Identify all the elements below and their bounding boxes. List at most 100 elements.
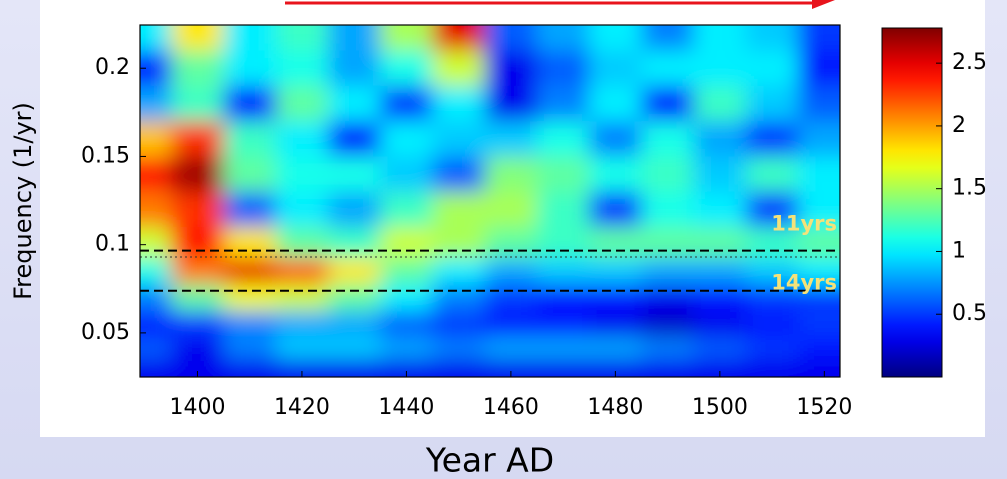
heat-cell <box>589 121 642 157</box>
heat-cell <box>171 257 225 285</box>
heat-cell <box>589 85 642 122</box>
heat-cell <box>537 156 590 193</box>
heat-cell <box>223 156 277 193</box>
heat-cell <box>693 257 747 285</box>
colorbar-tick-label: 2.5 <box>952 50 987 75</box>
heat-cell <box>641 337 695 360</box>
y-tick-label: 0.05 <box>81 320 130 345</box>
heat-cell <box>745 359 799 377</box>
heat-cell <box>745 257 799 285</box>
heat-cell <box>140 25 172 52</box>
heat-cell <box>223 85 277 122</box>
heat-cell <box>140 284 172 312</box>
heat-cell <box>589 284 642 312</box>
heat-cell <box>484 310 538 338</box>
heat-cell <box>745 156 799 193</box>
heat-cell <box>745 337 799 360</box>
heat-cell <box>171 121 225 157</box>
heat-cell <box>140 359 172 377</box>
x-tick-label: 1460 <box>483 395 539 420</box>
heat-cell <box>693 227 747 259</box>
heat-cell <box>798 25 840 52</box>
heat-cell <box>693 191 747 228</box>
heat-cell <box>275 50 329 87</box>
heat-cell <box>223 257 277 285</box>
heat-cell <box>380 310 434 338</box>
heat-cell <box>380 227 434 259</box>
heat-cell <box>328 156 381 193</box>
heat-cell <box>171 359 225 377</box>
heat-cell <box>537 191 590 228</box>
heat-cell <box>223 284 277 312</box>
heat-cell <box>641 156 695 193</box>
heat-cell <box>589 359 642 377</box>
heat-cell <box>484 156 538 193</box>
heat-cell <box>140 85 172 122</box>
heat-cell <box>328 50 381 87</box>
heat-cell <box>589 227 642 259</box>
heat-cell <box>537 85 590 122</box>
colorbar-tick-label: 2 <box>952 113 966 138</box>
heat-cell <box>171 50 225 87</box>
colorbar-tick-label: 0.5 <box>952 301 987 326</box>
heat-cell <box>223 310 277 338</box>
heat-cell <box>223 227 277 259</box>
heat-cell <box>380 121 434 157</box>
x-tick-label: 1400 <box>169 395 225 420</box>
heat-cell <box>484 337 538 360</box>
heat-cell <box>328 284 381 312</box>
heat-cell <box>641 284 695 312</box>
heat-cell <box>380 85 434 122</box>
heat-cell <box>641 50 695 87</box>
heat-cell <box>537 284 590 312</box>
heat-cell <box>328 310 381 338</box>
heat-cell <box>275 156 329 193</box>
heat-cell <box>328 121 381 157</box>
heat-cell <box>641 359 695 377</box>
heat-cell <box>589 337 642 360</box>
heat-cell <box>693 25 747 52</box>
heat-cell <box>140 337 172 360</box>
heat-cell <box>484 50 538 87</box>
colorbar <box>881 27 943 378</box>
y-tick-label: 0.15 <box>81 143 130 168</box>
reference-label: 14yrs <box>771 271 837 295</box>
heat-cell <box>380 156 434 193</box>
heat-cell <box>641 121 695 157</box>
heat-cell <box>380 284 434 312</box>
heat-cell <box>641 191 695 228</box>
heat-cell <box>223 50 277 87</box>
heat-cell <box>484 121 538 157</box>
heat-cell <box>171 227 225 259</box>
heat-cell <box>432 121 486 157</box>
heat-cell <box>328 337 381 360</box>
heat-cell <box>432 359 486 377</box>
x-tick-label: 1500 <box>692 395 748 420</box>
heat-cell <box>484 227 538 259</box>
heat-cell <box>432 156 486 193</box>
heat-cell <box>275 359 329 377</box>
heat-cell <box>380 257 434 285</box>
heat-cell <box>537 25 590 52</box>
heat-cell <box>328 257 381 285</box>
heat-cell <box>693 156 747 193</box>
heat-cell <box>745 50 799 87</box>
heat-cell <box>798 191 840 228</box>
heat-cell <box>328 227 381 259</box>
heat-cell <box>171 337 225 360</box>
heat-cell <box>223 191 277 228</box>
heat-cell <box>589 257 642 285</box>
heat-cell <box>380 359 434 377</box>
heat-cell <box>589 25 642 52</box>
heat-cell <box>380 25 434 52</box>
heat-cell <box>171 191 225 228</box>
heat-cell <box>641 310 695 338</box>
heat-cell <box>171 310 225 338</box>
heat-cell <box>380 337 434 360</box>
colorbar-tick-label: 1.5 <box>952 176 987 201</box>
heat-cell <box>140 227 172 259</box>
heat-cell <box>275 121 329 157</box>
heat-cell <box>275 85 329 122</box>
heat-cell <box>798 50 840 87</box>
